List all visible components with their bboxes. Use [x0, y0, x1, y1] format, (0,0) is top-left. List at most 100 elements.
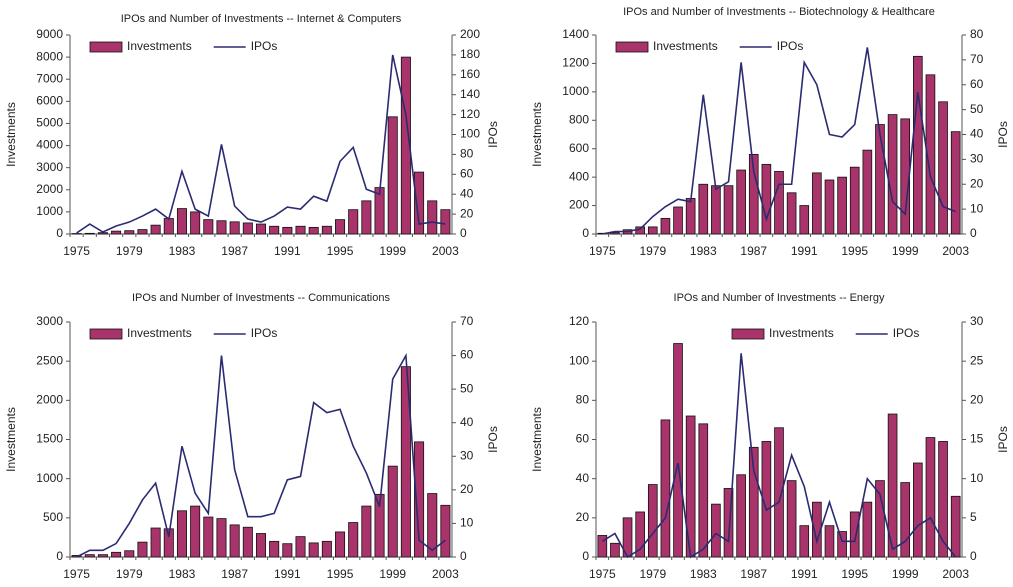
x-tick-label: 1995: [841, 244, 868, 258]
y2-tick-label: 0: [460, 549, 467, 563]
x-tick-label: 1979: [116, 567, 143, 581]
y2-tick-label: 20: [970, 393, 984, 407]
y2-tick-label: 50: [970, 102, 984, 116]
y2-tick-label: 40: [460, 186, 474, 200]
x-tick-label: 1991: [274, 567, 301, 581]
bar: [308, 542, 319, 558]
bar: [647, 226, 658, 235]
y2-tick-label: 0: [460, 226, 467, 240]
y2-tick-label: 80: [970, 27, 984, 41]
y2-tick-label: 10: [970, 201, 984, 215]
bar: [387, 116, 398, 235]
y2-tick-label: 60: [460, 166, 474, 180]
bar: [824, 179, 835, 235]
bar: [229, 524, 240, 558]
bar: [190, 505, 201, 558]
bar: [282, 543, 293, 558]
y2-tick-label: 50: [460, 381, 474, 395]
bar: [711, 185, 721, 235]
x-tick-label: 1979: [116, 244, 143, 258]
bar: [660, 419, 671, 558]
bar: [938, 441, 948, 558]
bar: [887, 114, 898, 235]
y2-tick-label: 25: [970, 353, 984, 367]
bar: [913, 462, 923, 558]
y-tick-label: 80: [576, 393, 590, 407]
legend-label: Investments: [127, 326, 192, 340]
y-tick-label: 1200: [562, 56, 589, 70]
y-tick-label: 4000: [36, 138, 63, 152]
y2-tick-label: 40: [970, 127, 984, 141]
y2-axis-label: IPOs: [996, 426, 1010, 453]
bar: [255, 223, 267, 235]
bar: [698, 183, 709, 235]
bar: [111, 551, 122, 558]
y2-tick-label: 100: [460, 127, 480, 141]
bar: [925, 74, 936, 235]
bar: [203, 516, 214, 558]
y2-axis-label: IPOs: [996, 121, 1010, 148]
legend-swatch: [89, 41, 123, 53]
x-tick-label: 1991: [274, 244, 301, 258]
bar: [229, 221, 240, 235]
legend-label: IPOs: [777, 39, 804, 53]
x-tick-label: 1979: [639, 244, 666, 258]
bar: [748, 446, 759, 558]
y2-tick-label: 0: [970, 226, 977, 240]
y-tick-label: 9000: [36, 27, 63, 41]
y-tick-label: 100: [569, 353, 589, 367]
bar: [711, 503, 721, 558]
chart-title: IPOs and Number of Investments -- Commun…: [132, 292, 390, 304]
bar: [875, 124, 885, 235]
bar: [723, 488, 734, 558]
y-tick-label: 120: [569, 314, 589, 328]
y2-tick-label: 70: [970, 52, 984, 66]
bar: [137, 229, 148, 235]
x-tick-label: 1995: [327, 567, 354, 581]
bar: [335, 219, 346, 235]
x-tick-label: 1975: [63, 567, 90, 581]
bar: [736, 169, 746, 235]
bar: [862, 501, 873, 558]
x-tick-label: 1995: [841, 567, 868, 581]
y-tick-label: 1500: [36, 432, 63, 446]
bar: [414, 171, 425, 235]
bar: [774, 171, 784, 235]
y-tick-label: 500: [43, 510, 63, 524]
x-tick-label: 1983: [690, 567, 717, 581]
y-axis-label: Investments: [4, 407, 18, 472]
bar: [862, 149, 873, 235]
x-tick-label: 1991: [791, 567, 818, 581]
y-tick-label: 0: [56, 549, 63, 563]
bar: [597, 535, 608, 558]
x-tick-label: 2003: [942, 244, 969, 258]
x-tick-label: 1975: [589, 244, 616, 258]
bar: [242, 526, 253, 558]
bar: [361, 200, 372, 235]
y-tick-label: 1000: [562, 84, 589, 98]
bar: [635, 511, 645, 558]
bar: [900, 482, 911, 558]
legend-label: IPOs: [251, 326, 278, 340]
bar: [269, 225, 280, 235]
bar: [673, 343, 683, 558]
y2-tick-label: 60: [970, 77, 984, 91]
y2-tick-label: 60: [460, 348, 474, 362]
y2-tick-label: 15: [970, 432, 984, 446]
bar: [348, 522, 359, 558]
x-tick-label: 1987: [221, 567, 248, 581]
bar: [111, 230, 122, 235]
y-tick-label: 8000: [36, 49, 63, 63]
bar: [295, 225, 306, 235]
y-axis-label: Investments: [4, 102, 18, 167]
bar: [242, 222, 253, 235]
y-tick-label: 40: [576, 471, 590, 485]
y-tick-label: 3000: [36, 314, 63, 328]
x-tick-label: 2003: [432, 244, 459, 258]
x-tick-label: 2003: [432, 567, 459, 581]
bar: [875, 480, 885, 558]
bar: [849, 511, 860, 558]
x-tick-label: 1983: [169, 244, 196, 258]
legend-swatch: [615, 41, 649, 53]
y-axis-label: Investments: [530, 102, 544, 167]
